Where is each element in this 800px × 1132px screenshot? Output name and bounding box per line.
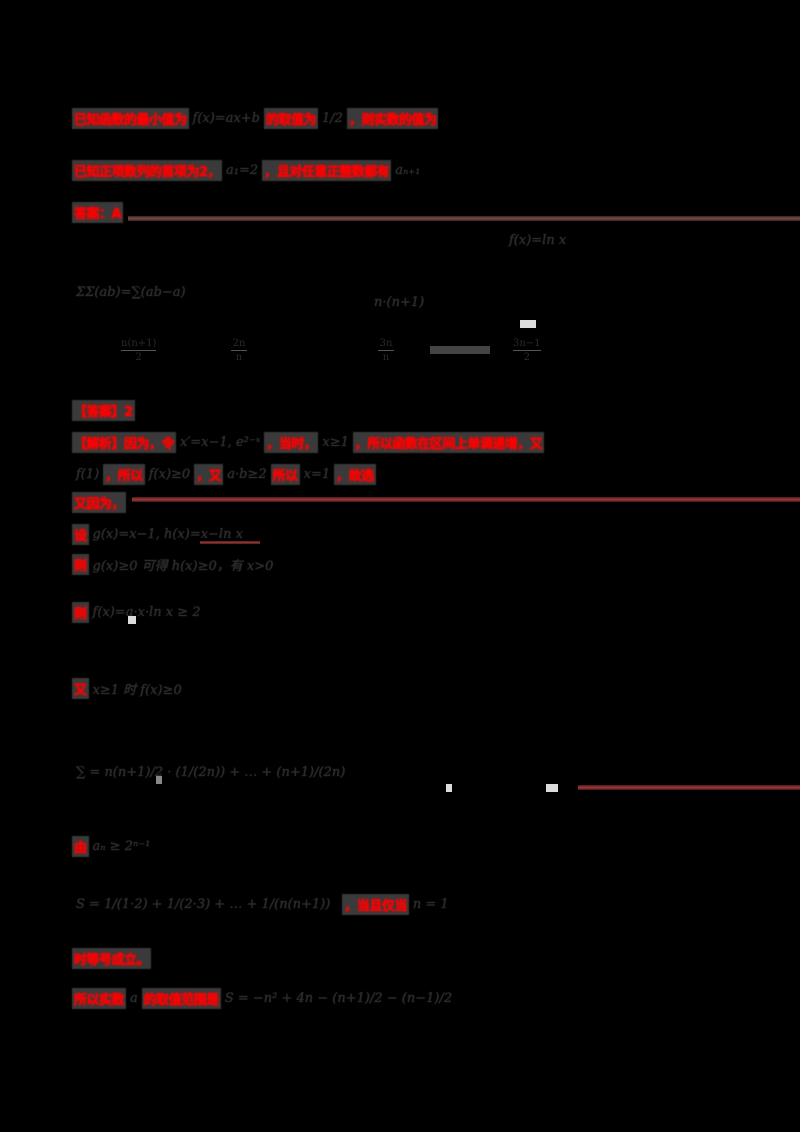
math-dash (430, 346, 490, 354)
math-run: a (130, 990, 138, 1006)
text-run: ，故选 (334, 463, 376, 485)
fraction-row: 3n n (375, 330, 397, 370)
analysis-label: 【解析】因为，令 (72, 431, 177, 453)
step-line-4: 又 x≥1 时 f(x)≥0 (72, 676, 186, 700)
math-run: g(x)=x−1, h(x)=x−ln x (92, 526, 243, 542)
step-line-2: 则 g(x)≥0 可得 h(x)≥0，有 x>0 (72, 552, 277, 576)
sum-formula-line: S = 1/(1·2) + 1/(2·3) + … + 1/(n(n+1)) ，… (72, 892, 453, 916)
divider-rule (578, 785, 800, 790)
artifact-block (446, 784, 452, 792)
step-line-1: 设 g(x)=x−1, h(x)=x−ln x (72, 522, 247, 546)
math-run: f(x)=ln x (509, 232, 567, 248)
math-run: 1/2 (322, 110, 343, 126)
fraction-row: 3n−1 2 (510, 330, 544, 370)
math-run: x=1 (303, 466, 331, 482)
artifact-block (156, 776, 162, 784)
artifact-block (546, 784, 558, 792)
text-run: ，则实数的值为 (346, 107, 439, 129)
long-formula-line: ∑ = n(n+1)/2 · (1/(2n)) + … + (n+1)/(2n) (72, 760, 349, 784)
fraction: 3n n (378, 337, 394, 363)
conclusion-heading: 又因为， (72, 490, 127, 514)
answer-value: 【答案】2 (72, 399, 135, 421)
analysis-line-2: f(1) ，所以 f(x)≥0 ，又 a·b≥2 所以 x=1 ，故选 (72, 462, 376, 486)
text-run: ，当且仅当 (342, 893, 409, 915)
text-run: 所以 (270, 463, 300, 485)
math-run: f(1) (76, 466, 100, 482)
text-run: 则 (72, 601, 89, 623)
divider-rule (128, 216, 800, 221)
math-run: f(x)=ax+b (192, 110, 260, 126)
math-run: aₙ₊₁ (395, 162, 421, 178)
math-run: a₁=2 (226, 162, 259, 178)
text-run: 时等号成立。 (72, 947, 152, 969)
math-line-4: ΣΣ(ab)=∑(ab−a) (72, 280, 190, 304)
math-run: f(x)≥0 (148, 466, 191, 482)
math-run: S = −n² + 4n − (n+1)/2 − (n−1)/2 (224, 990, 453, 1006)
text-run: 的取值范围是 (141, 987, 221, 1009)
problem-line-1: 已知函数的最小值为 f(x)=ax+b 的取值为 1/2 ，则实数的值为 (72, 106, 439, 130)
text-run: 所以实数 (72, 987, 127, 1009)
math-run: n·(n+1) (374, 294, 425, 310)
artifact-block (520, 320, 536, 328)
text-run: 设 (72, 523, 89, 545)
math-run: f(x)=a·x·ln x ≥ 2 (92, 604, 201, 620)
conclusion-label: 又因为， (72, 491, 127, 513)
math-run: x′=x−1, e²⁻ˣ (180, 434, 261, 450)
artifact-block (128, 616, 136, 624)
math-run: a·b≥2 (227, 466, 267, 482)
math-line-4-right: n·(n+1) (370, 290, 428, 314)
text-run: 已知函数的最小值为 (72, 107, 189, 129)
math-run: S = 1/(1·2) + 1/(2·3) + … + 1/(n(n+1)) (76, 896, 331, 912)
text-run: 则 (72, 553, 89, 575)
answer-label: 答案：A (72, 201, 124, 223)
math-run: g(x)≥0 可得 h(x)≥0，有 x>0 (92, 558, 274, 574)
fraction-row: 2n n (228, 330, 250, 370)
final-line: 所以实数 a 的取值范围是 S = −n² + 4n − (n+1)/2 − (… (72, 986, 456, 1010)
math-run: ∑ = n(n+1)/2 · (1/(2n)) + … + (n+1)/(2n) (76, 764, 346, 780)
text-run: ，又 (194, 463, 224, 485)
fraction: 2n n (231, 337, 247, 363)
fraction-row: n(n+1) 2 (118, 330, 159, 370)
problem-line-2: 已知正项数列的首项为2， a₁=2 ，且对任意正整数都有 aₙ₊₁ (72, 158, 424, 182)
fraction: 3n−1 2 (513, 337, 541, 363)
text-run: 由 (72, 835, 89, 857)
math-run: x≥1 时 f(x)≥0 (92, 682, 182, 698)
math-run: n = 1 (412, 896, 449, 912)
text-run: 又 (72, 677, 89, 699)
math-line-right: f(x)=ln x (505, 228, 570, 252)
math-run: ΣΣ(ab)=∑(ab−a) (76, 284, 186, 300)
answer-heading: 答案：A (72, 200, 124, 224)
math-run: aₙ ≥ 2ⁿ⁻¹ (92, 838, 151, 854)
text-run: ，所以函数在区间上单调递增，又 (352, 431, 545, 453)
divider-rule (132, 497, 800, 502)
text-run: ，且对任意正整数都有 (262, 159, 392, 181)
underline-rule (200, 541, 260, 544)
text-run: ，当时， (264, 431, 319, 453)
text-run: ，所以 (103, 463, 145, 485)
analysis-line-1: 【解析】因为，令 x′=x−1, e²⁻ˣ ，当时， x≥1 ，所以函数在区间上… (72, 430, 545, 454)
step-line-3: 则 f(x)=a·x·ln x ≥ 2 (72, 600, 204, 624)
equality-line: 时等号成立。 (72, 946, 152, 970)
math-run: x≥1 (322, 434, 349, 450)
fraction: n(n+1) 2 (121, 337, 157, 363)
answer-line: 【答案】2 (72, 398, 135, 422)
text-run: 的取值为 (264, 107, 319, 129)
inequality-line: 由 aₙ ≥ 2ⁿ⁻¹ (72, 834, 154, 858)
text-run: 已知正项数列的首项为2， (72, 159, 223, 181)
